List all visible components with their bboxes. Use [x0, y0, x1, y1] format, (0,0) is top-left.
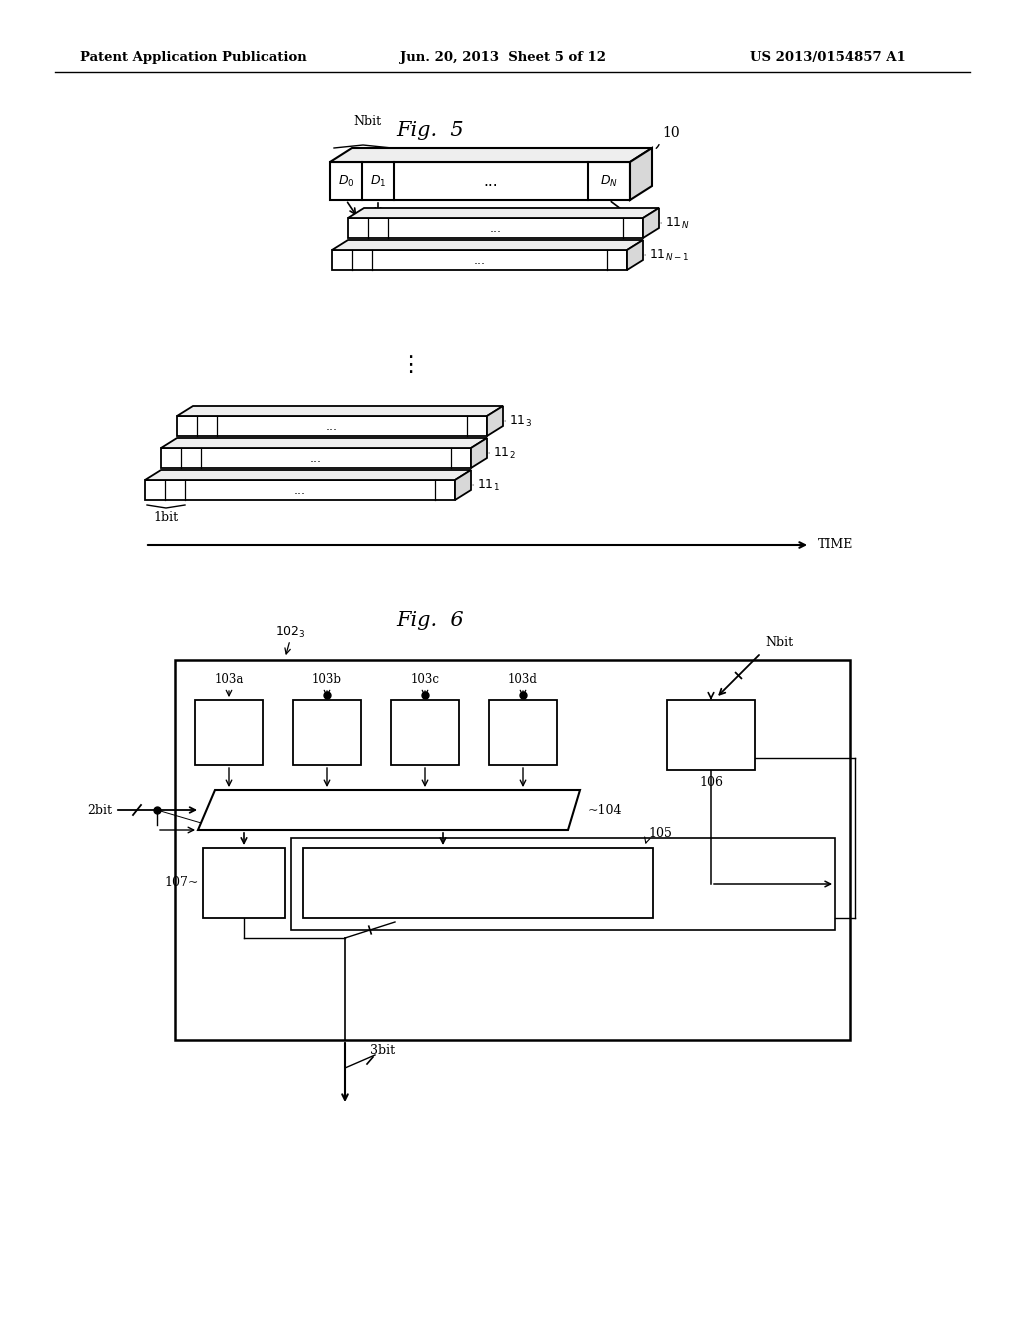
Text: 103c: 103c: [411, 673, 439, 686]
Text: 106: 106: [699, 776, 723, 789]
Text: 103d: 103d: [508, 673, 538, 686]
Polygon shape: [627, 240, 643, 271]
Bar: [303, 847, 653, 917]
Text: 103a: 103a: [214, 673, 244, 686]
Text: 107~: 107~: [165, 876, 199, 890]
Text: ...: ...: [483, 173, 499, 189]
Text: ...: ...: [310, 451, 322, 465]
Text: ~104: ~104: [588, 804, 623, 817]
Bar: [195, 700, 263, 766]
Polygon shape: [471, 438, 487, 469]
Polygon shape: [161, 447, 471, 469]
Text: ⋮: ⋮: [399, 355, 421, 375]
Text: Fig.  6: Fig. 6: [396, 610, 464, 630]
Text: ...: ...: [294, 483, 306, 496]
Text: TIME: TIME: [818, 539, 853, 552]
Text: $102_3$: $102_3$: [274, 624, 305, 640]
Polygon shape: [332, 249, 627, 271]
Polygon shape: [332, 240, 643, 249]
Text: 103b: 103b: [312, 673, 342, 686]
Polygon shape: [330, 148, 652, 162]
Bar: [203, 847, 285, 917]
Text: $11_2$: $11_2$: [493, 445, 516, 461]
Text: $D_0$: $D_0$: [338, 173, 354, 189]
Text: 3bit: 3bit: [370, 1044, 395, 1057]
Text: Nbit: Nbit: [353, 115, 381, 128]
Polygon shape: [348, 218, 643, 238]
Polygon shape: [630, 148, 652, 201]
Text: $D_1$: $D_1$: [370, 173, 386, 189]
Text: $11_3$: $11_3$: [509, 413, 531, 429]
Polygon shape: [145, 480, 455, 500]
Text: Patent Application Publication: Patent Application Publication: [80, 51, 307, 65]
Text: $D_N$: $D_N$: [600, 173, 617, 189]
Polygon shape: [161, 438, 487, 447]
Text: Fig.  5: Fig. 5: [396, 120, 464, 140]
Bar: [293, 700, 361, 766]
Text: 1bit: 1bit: [154, 511, 178, 524]
Polygon shape: [487, 407, 503, 436]
Text: $11_{N-1}$: $11_{N-1}$: [649, 247, 689, 263]
Text: $11_1$: $11_1$: [477, 478, 500, 492]
Polygon shape: [177, 416, 487, 436]
Polygon shape: [177, 407, 503, 416]
Bar: [667, 700, 755, 770]
Bar: [391, 700, 459, 766]
Text: 1bit: 1bit: [398, 906, 423, 919]
Text: ...: ...: [326, 420, 338, 433]
Text: 10: 10: [662, 125, 680, 140]
Bar: [291, 838, 835, 931]
Text: 105: 105: [648, 828, 672, 840]
Bar: [175, 660, 850, 1040]
Text: ...: ...: [489, 222, 502, 235]
Polygon shape: [330, 162, 630, 201]
Text: US 2013/0154857 A1: US 2013/0154857 A1: [750, 51, 906, 65]
Text: $11_N$: $11_N$: [665, 215, 689, 231]
Text: Nbit: Nbit: [765, 636, 794, 649]
Text: 2bit: 2bit: [87, 804, 112, 817]
Polygon shape: [455, 470, 471, 500]
Polygon shape: [348, 209, 659, 218]
Bar: [489, 700, 557, 766]
Polygon shape: [198, 789, 580, 830]
Polygon shape: [643, 209, 659, 238]
Text: Jun. 20, 2013  Sheet 5 of 12: Jun. 20, 2013 Sheet 5 of 12: [400, 51, 606, 65]
Polygon shape: [145, 470, 471, 480]
Text: ...: ...: [473, 253, 485, 267]
